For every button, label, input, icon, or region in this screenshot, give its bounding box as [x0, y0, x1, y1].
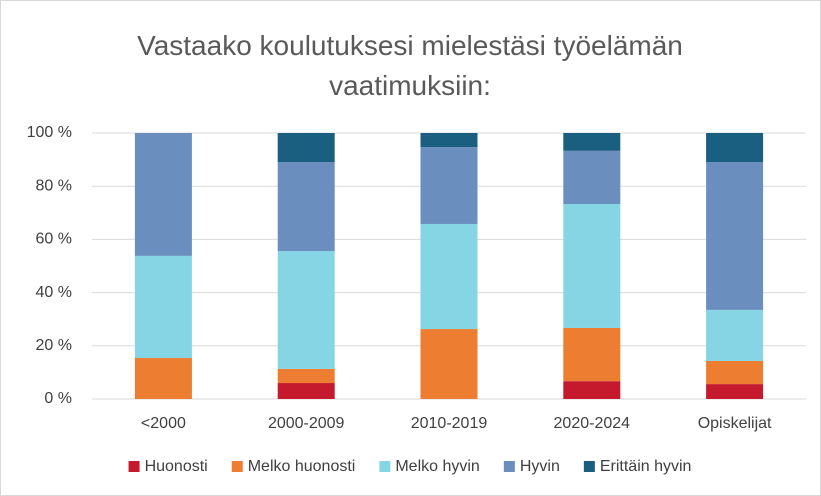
bar-segment [706, 384, 764, 399]
bar-segment [420, 133, 478, 148]
bar-segment [706, 161, 764, 310]
x-tick-label: Opiskelijat [698, 415, 772, 432]
bar-segment [563, 150, 621, 205]
bar-segment [277, 251, 335, 369]
bar-segment [134, 133, 192, 256]
bar-segment [420, 147, 478, 224]
y-tick-label: 20 % [36, 337, 72, 354]
legend-swatch [379, 461, 391, 472]
legend-swatch [128, 461, 140, 472]
y-tick-label: 80 % [36, 177, 72, 194]
bar-segment [563, 381, 621, 399]
bar-segment [277, 133, 335, 162]
legend-swatch [231, 461, 243, 472]
x-tick-label: 2020-2024 [554, 415, 631, 432]
legend-label: Hyvin [520, 458, 560, 475]
bar-segment [420, 223, 478, 330]
x-tick-label: 2010-2019 [411, 415, 488, 432]
legend-swatch [583, 461, 595, 472]
bar-segment [706, 309, 764, 361]
bar-segment [706, 133, 764, 162]
bar-segment [420, 329, 478, 399]
bar-segment [563, 133, 621, 151]
legend-label: Melko huonosti [248, 458, 356, 475]
x-tick-label: 2000-2009 [268, 415, 345, 432]
bar-segment [277, 383, 335, 399]
bar-segment [563, 327, 621, 382]
legend-label: Melko hyvin [395, 458, 479, 475]
bar-segment [277, 161, 335, 252]
y-tick-label: 60 % [36, 231, 72, 248]
y-tick-label: 0 % [44, 390, 72, 407]
chart-title: Vastaako koulutuksesi mielestäsi työeläm… [137, 30, 683, 101]
legend-label: Erittäin hyvin [600, 458, 692, 475]
y-tick-label: 100 % [27, 124, 72, 141]
bar-segment [563, 204, 621, 328]
bar-segment [134, 255, 192, 359]
legend-label: Huonosti [145, 458, 208, 475]
bar-segment [134, 358, 192, 399]
x-tick-label: <2000 [141, 415, 186, 432]
legend-swatch [503, 461, 515, 472]
bar-segment [706, 360, 764, 385]
y-tick-label: 40 % [36, 284, 72, 301]
bar-segment [277, 368, 335, 384]
